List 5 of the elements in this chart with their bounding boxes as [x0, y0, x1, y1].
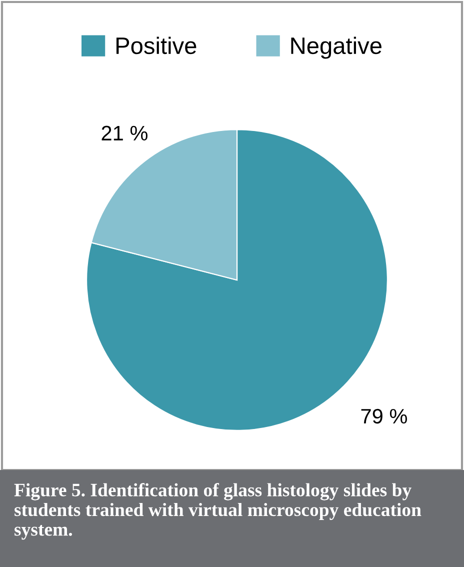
data-label: 21 %	[102, 126, 148, 140]
data-label: 79 %	[361, 408, 407, 424]
legend-label: Negative	[291, 36, 382, 59]
legend-label: Positive	[116, 36, 196, 54]
caption: Figure 5. Identification of glass histology slides by students trained with virtual microscopy education system.	[14, 483, 422, 540]
